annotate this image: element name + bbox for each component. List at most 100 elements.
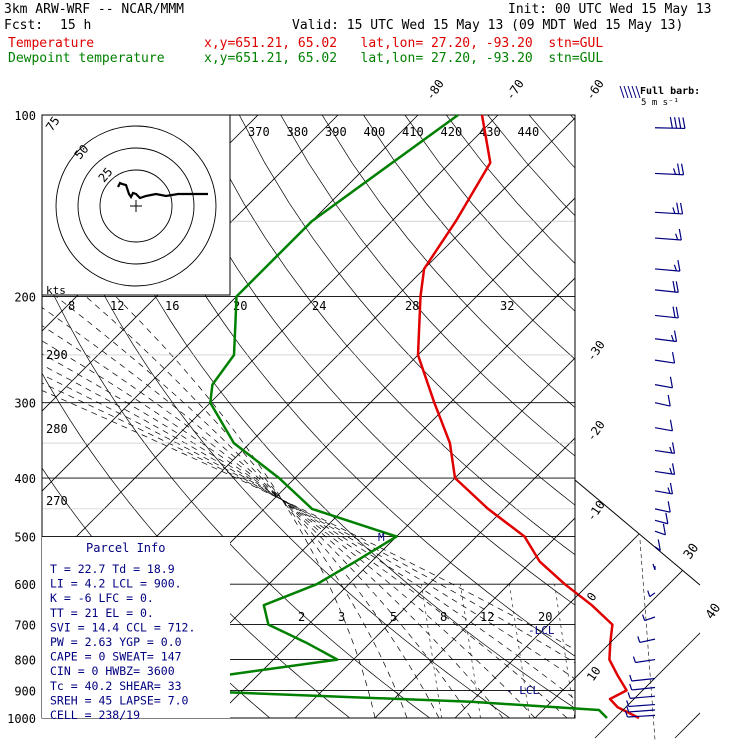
dry-adiabat [653,115,740,718]
wind-barb-flag [667,501,671,513]
parcel-info-row: SVI = 14.4 CCL = 712. [50,620,195,634]
wind-barb [626,700,656,708]
dry-adiabat [238,115,575,506]
wind-barb [654,117,686,130]
mixing-ratio-label: 2 [298,610,305,624]
wind-barb-shaft [654,519,669,525]
wind-barb-flag [652,563,656,571]
lower-fan [575,480,700,739]
dewpoint-location: x,y=651.21, 65.02 lat,lon= 27.20, -93.20… [204,51,604,66]
barb-legend-tick [619,85,625,99]
wind-barb-flag [669,467,673,475]
wind-barb-flag [676,163,681,175]
hodograph-trace [117,181,208,200]
theta-label: 410 [402,125,424,139]
temperature-profile [416,114,640,720]
mixing-ratio-label: 8 [68,299,75,313]
isotherm-line [214,357,575,718]
barb-legend-tick [635,85,641,99]
wind-barb-flag [679,202,684,215]
mixing-ratio-line [460,584,481,718]
hodograph-unit-label: kts [46,284,66,297]
isotherm-line [294,437,575,718]
moist-adiabat [42,325,504,718]
lcl-marker: - LCL [506,684,539,697]
wind-barb [654,280,679,293]
wind-barb [654,306,679,319]
mixing-ratio-line [509,584,530,718]
hodograph-ring [99,169,173,243]
wind-barb-flag [672,207,676,214]
dry-adiabat [528,115,575,169]
barb-legend-title: Full barb: [640,86,700,97]
wind-barb-flag [624,710,629,718]
wind-barb-flag [632,656,637,663]
isotherm-label: -70 [503,77,527,103]
wind-barb-flag [673,264,677,272]
wind-barb-flag [669,419,674,431]
wind-barb-flag [669,446,673,454]
theta-label: 380 [287,125,309,139]
wind-barb-shaft [631,686,656,691]
hodograph-ring [55,125,217,287]
wind-barb-shaft [644,616,656,622]
wind-barb-flag [629,674,633,682]
mixing-ratio-label: 20 [538,610,552,624]
isotherm-line [42,115,499,572]
fan-line [575,480,700,739]
wind-barb-flag [671,463,676,475]
mixing-ratio-label: 3 [338,610,345,624]
wind-barb-flag [626,705,630,713]
isotherm-line [695,115,740,718]
wind-barb-flag [626,700,630,707]
parcel-info-row: PW = 2.63 YGP = 0.0 [50,635,182,649]
parcel-info-row: T = 22.7 Td = 18.9 [50,562,175,576]
wind-barb-flag [672,280,676,293]
mixing-ratio-line [421,584,442,718]
wind-barb-flag [672,168,677,175]
isotherm-line [534,677,575,718]
wind-barb [629,683,656,691]
parcel-info-row: CIN = 0 HWBZ= 3600 [50,664,175,678]
wind-barb-flag [678,117,682,129]
dry-adiabat [280,115,575,457]
dry-adiabat [570,115,575,121]
theta-label: 370 [248,125,270,139]
parcel-info-box [42,537,230,718]
isotherm-label: -80 [423,77,447,103]
pressure-label: 500 [14,530,36,544]
wind-barb-flag [675,306,679,319]
isotherm-label: -20 [584,418,608,444]
wind-barb-flag [676,202,680,214]
parcel-info-row: SREH = 45 LAPSE= 7.0 [50,693,189,707]
mixing-ratio-label: 5 [390,610,397,624]
pressure-label: 600 [14,578,36,592]
wind-barb [654,260,681,272]
isotherm-line [374,517,575,718]
isotherm-label: 10 [584,664,604,684]
wind-barb [654,419,674,432]
theta-label: 420 [441,125,463,139]
wind-barb-shaft [654,427,673,432]
plot-frame [41,114,576,719]
wind-barb [654,351,676,364]
wind-barb-shaft [627,714,656,718]
wind-barb [629,674,656,682]
wind-barb-flag [647,590,651,597]
dry-adiabat [446,115,575,264]
theta-e-label: 270 [46,494,68,508]
dry-adiabat [695,115,740,718]
pressure-label: 400 [14,472,36,486]
isotherm-label: -60 [583,77,607,103]
isotherm-label: -30 [584,338,608,364]
wind-barb-shaft [654,237,682,241]
mixing-ratio-label: 8 [440,610,447,624]
wind-barb [654,228,682,241]
wind-barb [654,163,685,176]
wind-barb-flag [675,281,679,293]
wind-barb-flag [680,163,685,175]
theta-label: 430 [479,125,501,139]
wind-barb-flag [671,351,676,364]
theta-label: 400 [364,125,386,139]
